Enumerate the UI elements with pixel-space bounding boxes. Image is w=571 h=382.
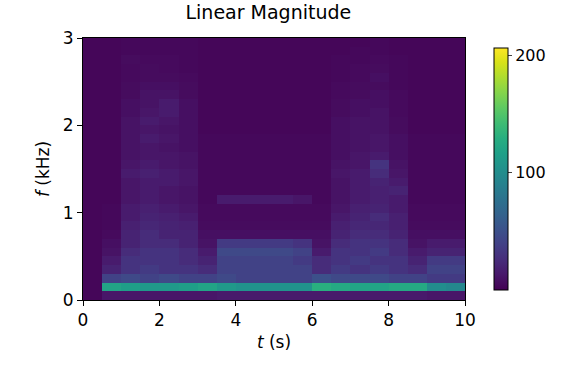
svg-text:f (kHz): f (kHz) [33, 141, 53, 197]
svg-text:Linear Magnitude: Linear Magnitude [185, 1, 351, 23]
svg-text:2: 2 [154, 310, 165, 330]
svg-text:10: 10 [454, 310, 476, 330]
svg-text:100: 100 [515, 163, 546, 182]
svg-text:1: 1 [63, 203, 74, 223]
svg-text:6: 6 [307, 310, 318, 330]
svg-text:0: 0 [63, 290, 74, 310]
svg-text:4: 4 [230, 310, 241, 330]
svg-text:t (s): t (s) [257, 332, 291, 352]
svg-text:2: 2 [63, 115, 74, 135]
svg-text:8: 8 [383, 310, 394, 330]
svg-text:0: 0 [78, 310, 89, 330]
svg-text:200: 200 [515, 46, 546, 65]
svg-text:3: 3 [63, 28, 74, 48]
